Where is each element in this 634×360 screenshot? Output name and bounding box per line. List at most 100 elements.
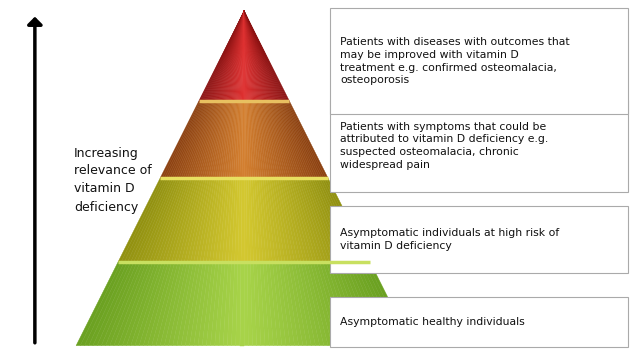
Polygon shape xyxy=(225,178,233,262)
Polygon shape xyxy=(256,101,267,178)
Polygon shape xyxy=(297,178,326,262)
Polygon shape xyxy=(313,178,351,262)
Polygon shape xyxy=(190,101,216,178)
Polygon shape xyxy=(307,262,332,346)
Polygon shape xyxy=(222,178,231,262)
Polygon shape xyxy=(260,262,269,346)
Polygon shape xyxy=(301,262,324,346)
Polygon shape xyxy=(153,178,185,262)
Polygon shape xyxy=(332,262,366,346)
Polygon shape xyxy=(215,262,225,346)
Polygon shape xyxy=(204,11,244,101)
Polygon shape xyxy=(267,178,282,262)
Polygon shape xyxy=(313,262,340,346)
Polygon shape xyxy=(244,11,278,101)
Polygon shape xyxy=(235,178,240,262)
Polygon shape xyxy=(137,178,175,262)
Polygon shape xyxy=(250,178,257,262)
Polygon shape xyxy=(250,262,257,346)
Polygon shape xyxy=(351,262,391,346)
Polygon shape xyxy=(121,178,164,262)
Polygon shape xyxy=(311,178,348,262)
Polygon shape xyxy=(188,101,214,178)
Polygon shape xyxy=(226,11,244,101)
Polygon shape xyxy=(265,178,279,262)
Polygon shape xyxy=(231,11,244,101)
Polygon shape xyxy=(261,101,278,178)
Polygon shape xyxy=(244,11,257,101)
Polygon shape xyxy=(284,101,320,178)
Polygon shape xyxy=(326,262,358,346)
Polygon shape xyxy=(257,178,266,262)
Polygon shape xyxy=(193,178,212,262)
Polygon shape xyxy=(177,101,209,178)
Polygon shape xyxy=(236,11,244,101)
Polygon shape xyxy=(231,11,244,101)
Polygon shape xyxy=(249,101,255,178)
Polygon shape xyxy=(201,11,244,101)
Polygon shape xyxy=(310,262,337,346)
Polygon shape xyxy=(238,101,242,178)
Polygon shape xyxy=(283,101,318,178)
Polygon shape xyxy=(202,262,216,346)
Polygon shape xyxy=(185,101,214,178)
Polygon shape xyxy=(282,178,304,262)
Polygon shape xyxy=(276,262,290,346)
Polygon shape xyxy=(225,11,244,101)
Polygon shape xyxy=(264,101,284,178)
Polygon shape xyxy=(251,101,259,178)
Polygon shape xyxy=(259,178,269,262)
Polygon shape xyxy=(228,178,236,262)
Polygon shape xyxy=(288,262,307,346)
Text: Asymptomatic healthy individuals: Asymptomatic healthy individuals xyxy=(340,317,525,327)
Polygon shape xyxy=(169,262,191,346)
Polygon shape xyxy=(274,101,301,178)
Polygon shape xyxy=(244,11,270,101)
Polygon shape xyxy=(166,101,204,178)
Polygon shape xyxy=(164,101,202,178)
Polygon shape xyxy=(171,101,205,178)
Polygon shape xyxy=(218,11,244,101)
Polygon shape xyxy=(285,262,303,346)
Polygon shape xyxy=(266,101,286,178)
Polygon shape xyxy=(169,101,204,178)
Polygon shape xyxy=(269,262,282,346)
Polygon shape xyxy=(146,178,181,262)
Polygon shape xyxy=(243,11,244,101)
Polygon shape xyxy=(224,11,244,101)
Polygon shape xyxy=(244,11,259,101)
Polygon shape xyxy=(150,178,183,262)
Polygon shape xyxy=(231,262,238,346)
Polygon shape xyxy=(294,262,316,346)
Polygon shape xyxy=(273,101,299,178)
Polygon shape xyxy=(214,11,244,101)
Polygon shape xyxy=(219,101,231,178)
Polygon shape xyxy=(124,178,166,262)
Polygon shape xyxy=(230,11,244,101)
Polygon shape xyxy=(282,262,299,346)
Polygon shape xyxy=(110,262,146,346)
Polygon shape xyxy=(221,11,244,101)
Polygon shape xyxy=(139,262,169,346)
Polygon shape xyxy=(277,101,307,178)
Polygon shape xyxy=(223,262,231,346)
Polygon shape xyxy=(287,101,326,178)
Polygon shape xyxy=(244,11,247,101)
Polygon shape xyxy=(101,262,140,346)
Polygon shape xyxy=(263,101,282,178)
Polygon shape xyxy=(193,101,218,178)
Polygon shape xyxy=(244,11,283,101)
Polygon shape xyxy=(233,101,240,178)
Polygon shape xyxy=(276,178,294,262)
Polygon shape xyxy=(234,11,244,101)
Polygon shape xyxy=(280,178,301,262)
Polygon shape xyxy=(206,262,219,346)
Polygon shape xyxy=(89,262,131,346)
Polygon shape xyxy=(257,101,269,178)
Polygon shape xyxy=(279,101,311,178)
Polygon shape xyxy=(219,262,228,346)
Polygon shape xyxy=(217,101,231,178)
Polygon shape xyxy=(247,101,250,178)
Polygon shape xyxy=(228,11,244,101)
Text: Asymptomatic individuals at high risk of
vitamin D deficiency: Asymptomatic individuals at high risk of… xyxy=(340,228,560,251)
